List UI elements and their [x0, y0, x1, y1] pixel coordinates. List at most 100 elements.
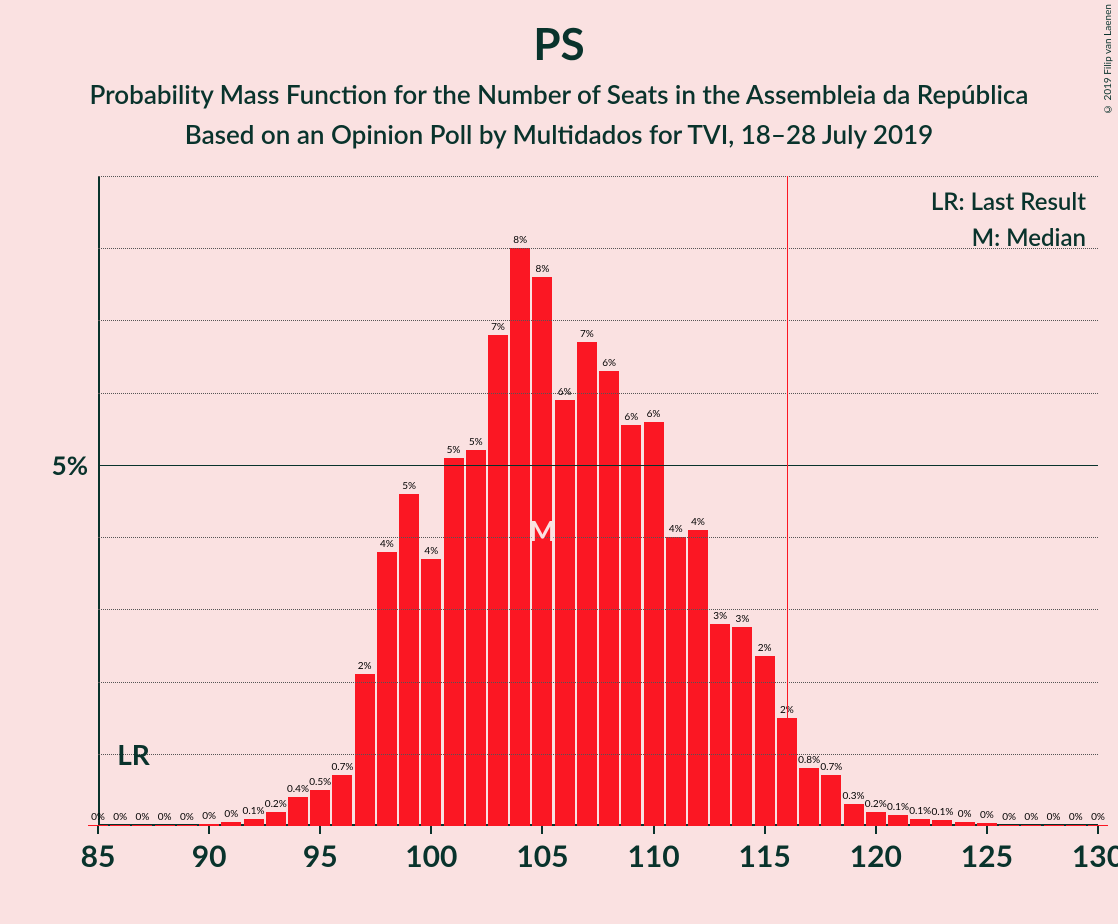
bar: 6% [621, 425, 641, 826]
grid-line [98, 320, 1098, 321]
bar: 3% [710, 624, 730, 826]
bar: 0.1% [932, 820, 952, 826]
bar-label: 0% [158, 811, 172, 823]
bar-label: 0.2% [265, 798, 287, 810]
bar-label: 0% [180, 811, 194, 823]
x-tick-label: 105 [516, 838, 568, 874]
x-tick-label: 95 [303, 838, 338, 874]
x-tick-label: 100 [405, 838, 457, 874]
bar-label: 7% [580, 328, 594, 340]
x-tick-label: 125 [961, 838, 1013, 874]
chart-subtitle-2: Based on an Opinion Poll by Multidados f… [0, 118, 1118, 150]
bar-label: 0.1% [909, 805, 931, 817]
bar-label: 4% [424, 545, 438, 557]
x-tick-mark [208, 826, 210, 834]
bar: 0.8% [799, 768, 819, 826]
chart-subtitle-1: Probability Mass Function for the Number… [0, 78, 1118, 110]
bar-label: 3% [713, 610, 727, 622]
x-tick-label: 90 [192, 838, 227, 874]
bar-label: 0.5% [309, 776, 331, 788]
x-tick-mark [541, 826, 543, 834]
bar: 2% [355, 674, 375, 826]
median-annotation: M [529, 513, 555, 547]
x-tick-mark [875, 826, 877, 834]
grid-line [98, 609, 1098, 610]
bar: 0.1% [888, 815, 908, 826]
last-result-vline [787, 176, 789, 826]
bar-label: 0% [1069, 811, 1083, 823]
bar: 0% [1044, 825, 1064, 826]
x-tick-mark [97, 826, 99, 834]
bar: 0% [999, 825, 1019, 826]
bar-label: 4% [691, 516, 705, 528]
bar: 7% [488, 335, 508, 826]
bar: 4% [377, 552, 397, 826]
bar-label: 8% [513, 234, 527, 246]
y-tick-label: 5% [52, 449, 88, 481]
bar-label: 4% [669, 523, 683, 535]
bar: 0.7% [821, 775, 841, 826]
bar: 5% [399, 494, 419, 826]
bar: 0% [155, 825, 175, 826]
bar-label: 2% [758, 642, 772, 654]
bar-label: 5% [447, 444, 461, 456]
title-block: PS Probability Mass Function for the Num… [0, 0, 1118, 150]
bar-label: 0.8% [798, 754, 820, 766]
grid-line [98, 682, 1098, 683]
bar: 0.2% [866, 812, 886, 826]
bar: 4% [421, 559, 441, 826]
chart-wrap: 0%0%0%0%0%0%0%0.1%0.2%0.4%0.5%0.7%2%4%5%… [30, 176, 1110, 876]
bar-label: 0% [202, 810, 216, 822]
grid-line [98, 176, 1098, 177]
bar-label: 0% [1047, 811, 1061, 823]
bar-label: 6% [624, 411, 638, 423]
bar-label: 0.7% [820, 761, 842, 773]
copyright-text: © 2019 Filip van Laenen [1102, 4, 1114, 115]
bar-label: 8% [536, 263, 550, 275]
bar: 0.5% [310, 790, 330, 826]
x-tick-mark [319, 826, 321, 834]
x-tick-label: 115 [739, 838, 791, 874]
bar: 3% [732, 627, 752, 826]
bar-label: 0.2% [865, 798, 887, 810]
bar-label: 3% [736, 613, 750, 625]
x-tick-label: 85 [81, 838, 116, 874]
bar: 6% [555, 400, 575, 826]
bar-label: 0.1% [887, 801, 909, 813]
x-tick-mark [430, 826, 432, 834]
grid-line [98, 754, 1098, 755]
bar-label: 6% [602, 357, 616, 369]
bar: 0.1% [910, 819, 930, 826]
bar: 6% [644, 422, 664, 826]
last-result-annotation: LR [117, 737, 150, 771]
x-tick-label: 130 [1072, 838, 1118, 874]
bar: 0% [177, 825, 197, 826]
bar-label: 0.1% [931, 806, 953, 818]
grid-line [98, 393, 1098, 394]
bar-label: 0% [958, 808, 972, 820]
bar-label: 0% [1091, 811, 1105, 823]
bar: 0% [955, 822, 975, 826]
bar: 0% [1021, 825, 1041, 826]
bar: 0.2% [266, 812, 286, 826]
bar-label: 7% [491, 321, 505, 333]
bar-label: 0% [224, 808, 238, 820]
bar-label: 0% [136, 811, 150, 823]
bar-label: 0% [1002, 811, 1016, 823]
x-tick-mark [653, 826, 655, 834]
legend-lr: LR: Last Result [931, 184, 1086, 220]
bar-label: 0.3% [843, 790, 865, 802]
bar: 0.3% [844, 804, 864, 826]
bar: 0% [110, 825, 130, 826]
bar-label: 0% [1024, 811, 1038, 823]
bar: 8% [532, 277, 552, 826]
plot-area: 0%0%0%0%0%0%0%0.1%0.2%0.4%0.5%0.7%2%4%5%… [98, 176, 1098, 826]
bar-label: 0.7% [331, 761, 353, 773]
bar: 0% [1066, 825, 1086, 826]
bar: 0.4% [288, 797, 308, 826]
chart-title: PS [0, 18, 1118, 70]
bar: 5% [444, 458, 464, 826]
bar-label: 6% [647, 408, 661, 420]
bar: 0.7% [332, 775, 352, 826]
bars-container: 0%0%0%0%0%0%0%0.1%0.2%0.4%0.5%0.7%2%4%5%… [98, 176, 1098, 826]
